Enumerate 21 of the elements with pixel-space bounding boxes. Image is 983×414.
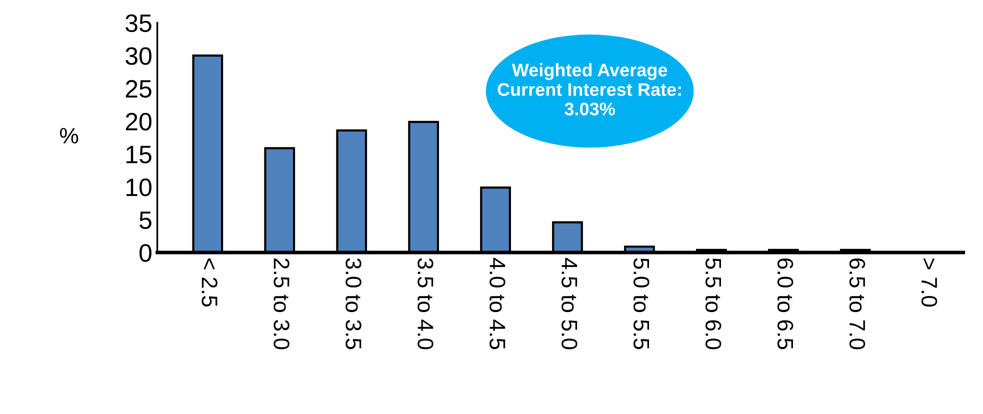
y-tick-label: 5: [140, 212, 152, 230]
y-tick-label: 0: [139, 244, 152, 262]
x-tick-label: 3.5 to 4.0: [418, 258, 434, 350]
y-tick-label: 15: [126, 146, 152, 164]
x-tick-label: 4.5 to 5.0: [562, 258, 578, 350]
y-tick-label: 20: [126, 112, 152, 131]
y-axis-title: %: [60, 128, 78, 144]
y-tick-label: 10: [126, 178, 152, 196]
x-tick-label: 5.5 to 6.0: [705, 258, 722, 350]
x-tick-label: 6.5 to 7.0: [849, 258, 866, 350]
y-tick-label: 30: [126, 47, 152, 65]
x-tick-label: < 2.5: [202, 258, 218, 307]
annotation: Weighted Average Current Interest Rate: 3.03%: [498, 63, 681, 116]
x-tick-label: 4.0 to 4.5: [490, 258, 506, 350]
x-tick-label: 2.5 to 3.0: [274, 258, 290, 350]
x-tick-label: 5.0 to 5.5: [634, 258, 650, 350]
x-tick-label: 6.0 to 6.5: [777, 258, 794, 350]
y-tick-label: 35: [126, 14, 152, 32]
y-tick-label: 25: [126, 80, 152, 98]
x-tick-label: 3.0 to 3.5: [346, 258, 362, 350]
x-tick-label: > 7.0: [921, 258, 938, 307]
